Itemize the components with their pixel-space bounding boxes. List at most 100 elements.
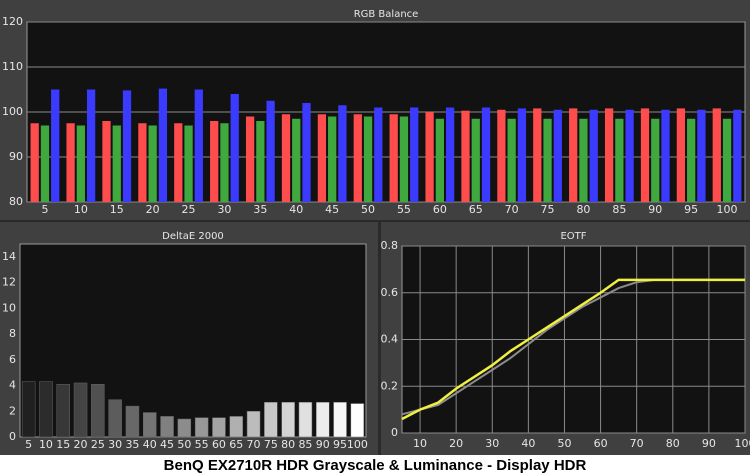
bar <box>722 118 732 202</box>
bar <box>697 109 706 202</box>
bar <box>40 125 50 202</box>
x-tick-label: 95 <box>684 203 698 216</box>
x-tick-label: 45 <box>160 438 174 451</box>
y-tick-label: 0.8 <box>381 239 399 252</box>
y-tick-label: 0 <box>391 426 398 439</box>
y-tick-label: 8 <box>9 327 16 340</box>
bar <box>298 402 313 438</box>
x-tick-label: 40 <box>289 203 303 216</box>
x-tick-label: 15 <box>56 438 70 451</box>
bar <box>21 381 36 438</box>
x-tick-label: 55 <box>397 203 411 216</box>
x-tick-label: 70 <box>505 203 519 216</box>
chart-title: RGB Balance <box>354 9 419 20</box>
bar <box>102 121 111 202</box>
x-tick-label: 15 <box>110 203 124 216</box>
bar <box>148 125 157 202</box>
bar <box>733 109 742 202</box>
bar <box>579 118 588 202</box>
chart-title: EOTF <box>560 231 586 242</box>
chart-title: DeltaE 2000 <box>162 231 224 242</box>
bar <box>410 107 419 202</box>
y-tick-label: 100 <box>2 105 23 118</box>
x-tick-label: 10 <box>39 438 53 451</box>
bar <box>497 109 506 202</box>
x-tick-label: 50 <box>177 438 191 451</box>
x-tick-label: 65 <box>229 438 243 451</box>
bar <box>174 123 183 202</box>
x-tick-label: 5 <box>25 438 32 451</box>
x-tick-label: 35 <box>253 203 267 216</box>
x-tick-label: 75 <box>264 438 278 451</box>
x-tick-label: 70 <box>247 438 261 451</box>
bar <box>266 100 275 202</box>
y-tick-label: 110 <box>2 60 23 73</box>
bar <box>604 108 614 202</box>
bar <box>569 108 578 202</box>
bar <box>138 123 147 202</box>
caption: BenQ EX2710R HDR Grayscale & Luminance -… <box>164 457 587 474</box>
x-tick-label: 10 <box>74 203 88 216</box>
x-tick-label: 95 <box>333 438 347 451</box>
x-tick-label: 90 <box>316 438 330 451</box>
x-tick-label: 60 <box>212 438 226 451</box>
bar <box>333 402 347 438</box>
bar <box>374 107 383 202</box>
x-tick-label: 20 <box>74 438 88 451</box>
x-tick-label: 70 <box>630 437 644 450</box>
bar <box>229 416 243 438</box>
bar <box>363 116 373 202</box>
bar <box>553 109 562 202</box>
x-tick-label: 20 <box>449 437 463 450</box>
bar <box>246 411 261 438</box>
x-tick-label: 5 <box>41 203 48 216</box>
bar <box>210 121 219 202</box>
x-tick-label: 60 <box>433 203 447 216</box>
bar <box>30 123 39 202</box>
x-tick-label: 60 <box>594 437 608 450</box>
x-tick-label: 100 <box>347 438 368 451</box>
bar <box>51 89 60 202</box>
bar <box>389 114 398 202</box>
bar <box>543 118 552 202</box>
bar <box>256 121 265 202</box>
x-tick-label: 40 <box>143 438 157 451</box>
x-tick-label: 40 <box>521 437 535 450</box>
bar <box>39 381 53 438</box>
x-tick-label: 90 <box>648 203 662 216</box>
x-tick-label: 30 <box>108 438 122 451</box>
bar <box>143 412 157 438</box>
plot-area <box>19 243 367 438</box>
y-tick-label: 0.4 <box>381 333 399 346</box>
bar <box>264 402 278 438</box>
y-tick-label: 80 <box>9 195 23 208</box>
bar <box>445 107 455 202</box>
bar <box>212 417 226 438</box>
bar <box>328 116 337 202</box>
bar <box>651 118 660 202</box>
bar <box>158 88 168 202</box>
y-tick-label: 90 <box>9 150 23 163</box>
bar <box>517 108 527 202</box>
y-tick-label: 10 <box>2 301 16 314</box>
bar <box>281 114 291 202</box>
bar <box>712 108 721 202</box>
line <box>401 278 745 421</box>
bar <box>73 382 88 438</box>
bar <box>640 108 650 202</box>
bar <box>316 402 330 438</box>
bar <box>461 110 470 202</box>
bar <box>220 123 229 202</box>
bar <box>317 114 327 202</box>
bar <box>687 118 696 202</box>
bar <box>112 125 121 202</box>
x-tick-label: 20 <box>146 203 160 216</box>
x-tick-label: 25 <box>182 203 196 216</box>
bar <box>533 108 542 202</box>
bar <box>281 402 295 438</box>
x-tick-label: 50 <box>557 437 571 450</box>
x-tick-label: 80 <box>666 437 680 450</box>
bar <box>245 116 255 202</box>
y-tick-label: 12 <box>2 276 16 289</box>
